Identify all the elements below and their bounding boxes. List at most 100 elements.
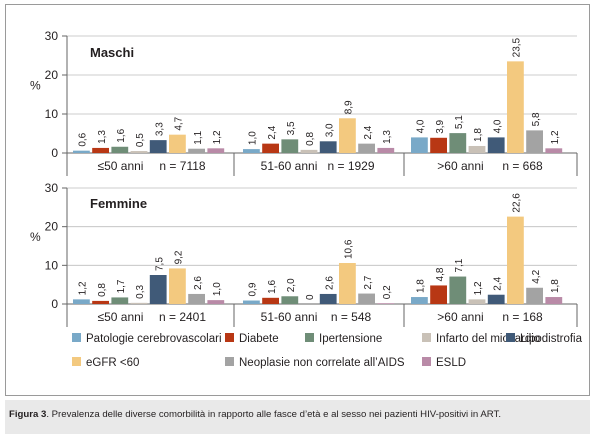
bar-7: [358, 143, 375, 153]
legend-swatch: [422, 357, 431, 366]
bar-1: [243, 149, 260, 153]
figure-frame: [5, 4, 590, 396]
bar-4: [130, 151, 148, 153]
comorbidity-chart: 0 10 20 30% Maschi ≤50 anni n = 7118 0,6 1,3 1,6 0…: [30, 29, 583, 369]
bar-6: [507, 61, 524, 153]
data-label: 3,9: [435, 119, 446, 133]
data-label: 0,8: [305, 132, 316, 146]
data-label: 2,4: [267, 125, 278, 139]
data-label: 1,2: [78, 281, 89, 295]
data-label: 4,0: [416, 119, 427, 133]
data-label: 1,2: [473, 281, 484, 295]
bar-4: [468, 145, 486, 153]
bar-7: [526, 130, 543, 153]
bar-5: [487, 137, 505, 153]
data-label: 23,5: [512, 37, 523, 57]
data-label: 10,6: [344, 239, 355, 259]
bar-2: [262, 143, 279, 153]
x-sample-size-label: n = 168: [502, 310, 543, 324]
data-label: 0,5: [135, 133, 146, 147]
panel-title: Maschi: [90, 45, 134, 60]
bar-5: [319, 141, 337, 153]
bar-1: [73, 150, 90, 153]
bar-6: [507, 216, 524, 304]
y-axis-label: %: [30, 79, 41, 93]
legend-swatch: [305, 333, 314, 342]
bar-1: [243, 300, 260, 304]
data-label: 3,5: [286, 121, 297, 135]
legend-swatch: [422, 333, 431, 342]
y-tick-label: 10: [45, 258, 59, 272]
caption-label: Figura 3: [9, 409, 47, 420]
y-tick-label: 20: [45, 68, 59, 82]
x-sample-size-label: n = 7118: [159, 159, 205, 173]
data-label: 2,4: [363, 125, 374, 139]
x-sample-size-label: n = 548: [331, 310, 372, 324]
y-tick-label: 30: [45, 29, 59, 43]
bar-1: [411, 137, 428, 153]
data-label: 1,8: [473, 128, 484, 142]
data-label: 0,2: [382, 285, 393, 299]
bar-6: [339, 118, 356, 153]
bar-3: [281, 296, 299, 304]
bar-2: [92, 300, 109, 304]
x-category-label: ≤50 anni: [98, 159, 144, 173]
data-label: 2,7: [363, 275, 374, 289]
legend-swatch: [225, 357, 234, 366]
legend-label: eGFR <60: [86, 357, 139, 369]
data-label: 4,7: [174, 116, 185, 130]
data-label: 1,0: [248, 131, 259, 145]
data-label: 1,3: [382, 130, 393, 144]
bar-1: [73, 299, 90, 304]
bar-2: [430, 137, 447, 153]
bar-7: [188, 148, 205, 153]
legend-label: ESLD: [436, 357, 466, 369]
data-label: 0: [305, 294, 316, 300]
x-category-label: >60 anni: [437, 159, 483, 173]
data-label: 2,6: [193, 276, 204, 290]
x-category-label: 51-60 anni: [261, 310, 318, 324]
data-label: 1,6: [267, 279, 278, 293]
bar-8: [207, 148, 225, 153]
caption-text: . Prevalenza delle diverse comorbilità i…: [46, 409, 502, 420]
y-tick-label: 30: [45, 181, 59, 195]
data-label: 8,9: [344, 100, 355, 114]
data-label: 22,6: [512, 193, 523, 213]
data-label: 1,3: [97, 130, 108, 144]
data-label: 4,0: [492, 119, 503, 133]
bar-2: [262, 297, 279, 304]
bar-3: [281, 139, 299, 153]
x-category-label: >60 anni: [437, 310, 483, 324]
bar-3: [449, 276, 467, 304]
data-label: 0,3: [135, 285, 146, 299]
legend-label: Ipertensione: [319, 333, 382, 345]
bar-4: [130, 302, 148, 304]
x-sample-size-label: n = 1929: [327, 159, 374, 173]
legend-label: Lipodistrofia: [520, 333, 583, 345]
bar-8: [545, 297, 563, 304]
bar-5: [319, 293, 337, 304]
bar-2: [92, 147, 109, 153]
x-category-label: 51-60 anni: [261, 159, 318, 173]
panel-title: Femmine: [90, 196, 147, 211]
data-label: 9,2: [174, 250, 185, 264]
bar-8: [207, 300, 225, 304]
bar-8: [377, 147, 395, 153]
data-label: 2,4: [492, 276, 503, 290]
data-label: 0,9: [248, 282, 259, 296]
legend-swatch: [506, 333, 515, 342]
data-label: 2,0: [286, 278, 297, 292]
data-label: 1,7: [116, 279, 127, 293]
data-label: 3,0: [324, 123, 335, 137]
x-category-label: ≤50 anni: [98, 310, 144, 324]
data-label: 7,5: [154, 257, 165, 271]
bar-7: [188, 293, 205, 304]
y-tick-label: 0: [51, 297, 58, 311]
bar-6: [339, 263, 356, 304]
data-label: 1,2: [212, 130, 223, 144]
data-label: 2,6: [324, 276, 335, 290]
bar-7: [358, 293, 375, 304]
bar-4: [468, 299, 486, 304]
bar-6: [169, 134, 186, 153]
legend-label: Neoplasie non correlate all’AIDS: [239, 357, 405, 369]
